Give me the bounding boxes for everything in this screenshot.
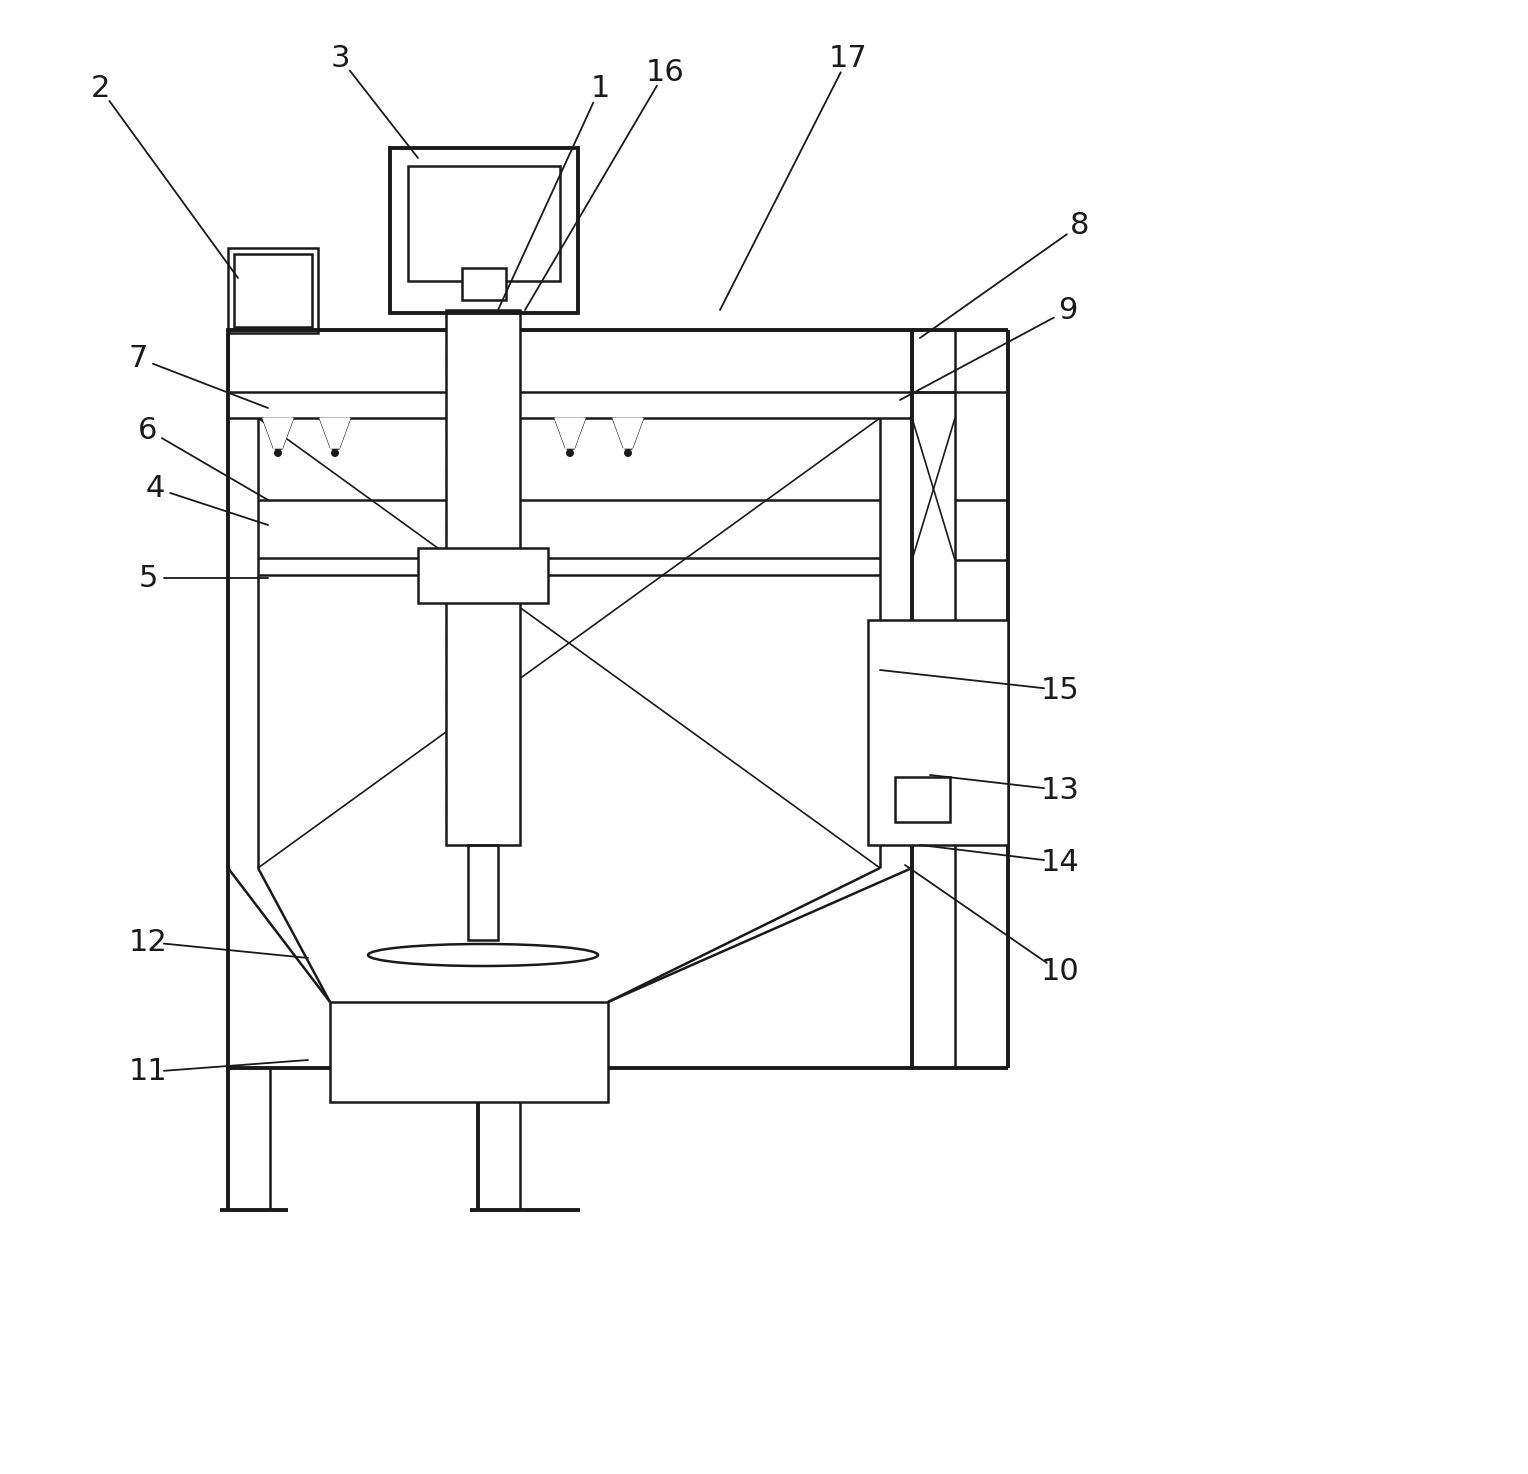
Circle shape bbox=[565, 450, 575, 457]
Bar bbox=[228, 330, 912, 1069]
Circle shape bbox=[623, 450, 633, 457]
Text: 12: 12 bbox=[128, 927, 168, 957]
Polygon shape bbox=[613, 419, 643, 448]
Text: 17: 17 bbox=[828, 44, 868, 72]
Text: 1: 1 bbox=[590, 74, 610, 103]
Bar bbox=[228, 330, 912, 392]
Text: 6: 6 bbox=[139, 416, 157, 445]
Text: 5: 5 bbox=[139, 563, 157, 593]
Text: 14: 14 bbox=[1041, 848, 1079, 877]
Ellipse shape bbox=[368, 943, 597, 965]
Circle shape bbox=[332, 450, 339, 457]
Bar bbox=[390, 147, 578, 312]
Text: 16: 16 bbox=[646, 57, 685, 87]
Text: 2: 2 bbox=[90, 74, 110, 103]
Text: 8: 8 bbox=[1070, 211, 1089, 239]
Bar bbox=[461, 268, 506, 301]
Bar bbox=[228, 248, 318, 333]
Text: 3: 3 bbox=[330, 44, 350, 72]
Bar bbox=[895, 777, 950, 822]
Polygon shape bbox=[263, 419, 293, 448]
Text: 11: 11 bbox=[128, 1057, 168, 1086]
Bar bbox=[419, 548, 549, 603]
Bar bbox=[868, 621, 1008, 845]
Text: 13: 13 bbox=[1041, 775, 1079, 805]
Text: 15: 15 bbox=[1041, 675, 1079, 705]
Text: 9: 9 bbox=[1059, 295, 1077, 324]
Text: 4: 4 bbox=[145, 473, 165, 503]
Bar bbox=[234, 254, 312, 327]
Bar bbox=[446, 310, 520, 845]
Polygon shape bbox=[319, 419, 350, 448]
Circle shape bbox=[274, 450, 283, 457]
Polygon shape bbox=[555, 419, 585, 448]
Text: 7: 7 bbox=[128, 343, 148, 373]
Bar bbox=[330, 1002, 608, 1103]
Bar bbox=[468, 845, 498, 940]
Bar bbox=[408, 167, 559, 282]
Text: 10: 10 bbox=[1041, 958, 1079, 986]
Bar bbox=[446, 310, 520, 845]
